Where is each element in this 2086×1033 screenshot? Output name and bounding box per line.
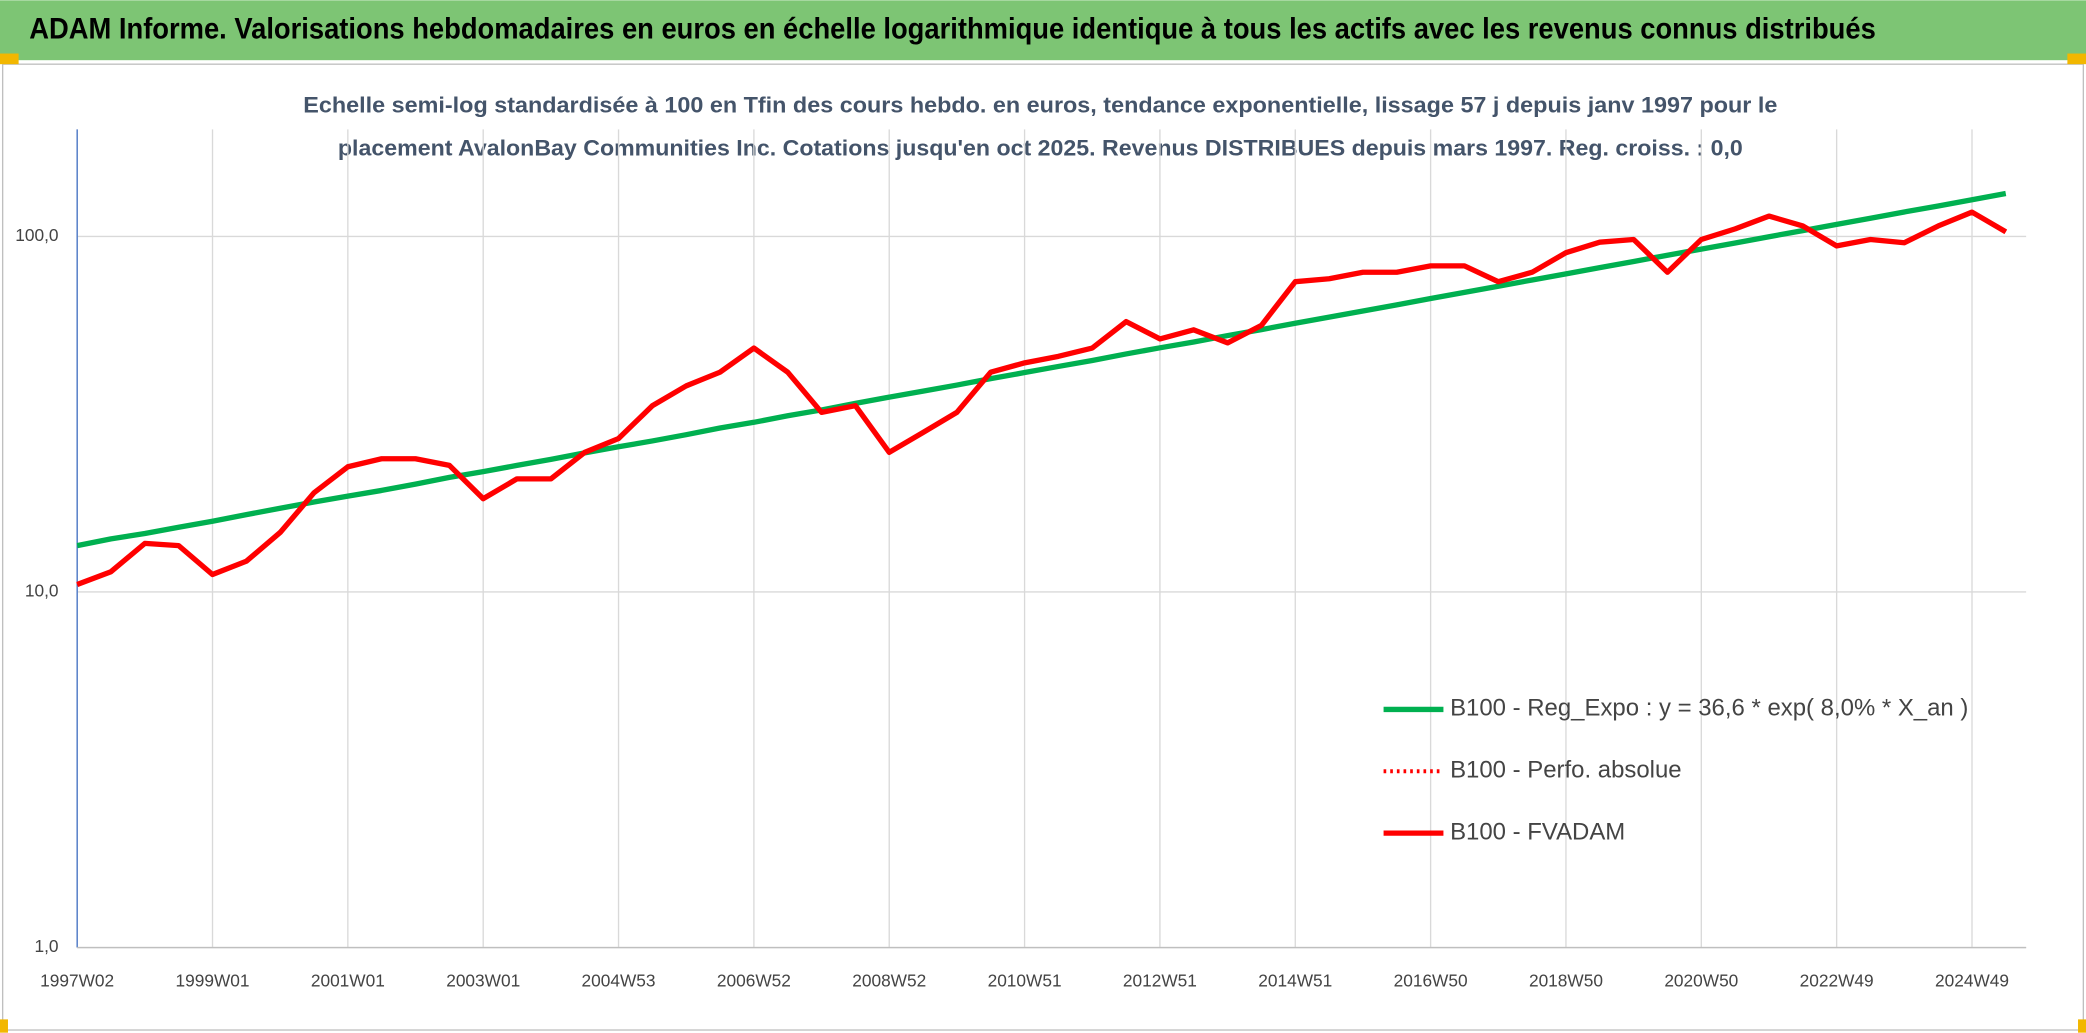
corner — [2078, 1019, 2086, 1033]
y-tick-label: 10,0 — [25, 581, 59, 601]
x-tick-label: 2022W49 — [1800, 971, 1874, 991]
grid: 1,0 10,0 100,0 1997W02 1999W01 2001W01 2003W01… — [15, 129, 2027, 991]
x-tick-label: 1997W02 — [40, 971, 114, 991]
plot — [76, 190, 2008, 587]
x-tick-label: 1999W01 — [176, 971, 250, 991]
x-tick-label: 2004W53 — [582, 971, 656, 991]
corner — [2067, 53, 2086, 65]
corner — [0, 53, 19, 65]
x-tick-label: 2014W51 — [1258, 971, 1332, 991]
chart-border — [1, 63, 2085, 1031]
x-tick-label: 2006W52 — [717, 971, 791, 991]
header-title: ADAM Informe. Valorisations hebdomadaire… — [29, 14, 1876, 46]
y-tick-label: 100,0 — [15, 225, 58, 245]
subtitle: placement AvalonBay Communities Inc. Cot… — [338, 135, 1743, 160]
legend-label: B100 - Perfo. absolue — [1450, 757, 1682, 784]
x-tick-label: 2012W51 — [1123, 971, 1197, 991]
x-tick-label: 2001W01 — [311, 971, 385, 991]
legend: B100 - Reg_Expo : y = 36,6 * exp( 8,0% *… — [1383, 695, 1968, 845]
x-tick-label: 2018W50 — [1529, 971, 1603, 991]
x-tick-label: 2024W49 — [1935, 971, 2009, 991]
x-tick-label: 2020W50 — [1664, 971, 1738, 991]
header-bar — [0, 0, 2086, 61]
data-line — [76, 190, 2007, 549]
x-tick-label: 2010W51 — [988, 971, 1062, 991]
data-line — [76, 209, 2008, 587]
legend-label: B100 - Reg_Expo : y = 36,6 * exp( 8,0% *… — [1450, 695, 1968, 722]
subtitle: Echelle semi-log standardisée à 100 en T… — [303, 93, 1777, 118]
legend-label: B100 - FVADAM — [1450, 818, 1625, 845]
x-tick-label: 2008W52 — [852, 971, 926, 991]
x-tick-label: 2003W01 — [446, 971, 520, 991]
corner — [0, 1019, 8, 1033]
y-tick-label: 1,0 — [35, 936, 59, 956]
x-tick-label: 2016W50 — [1394, 971, 1468, 991]
